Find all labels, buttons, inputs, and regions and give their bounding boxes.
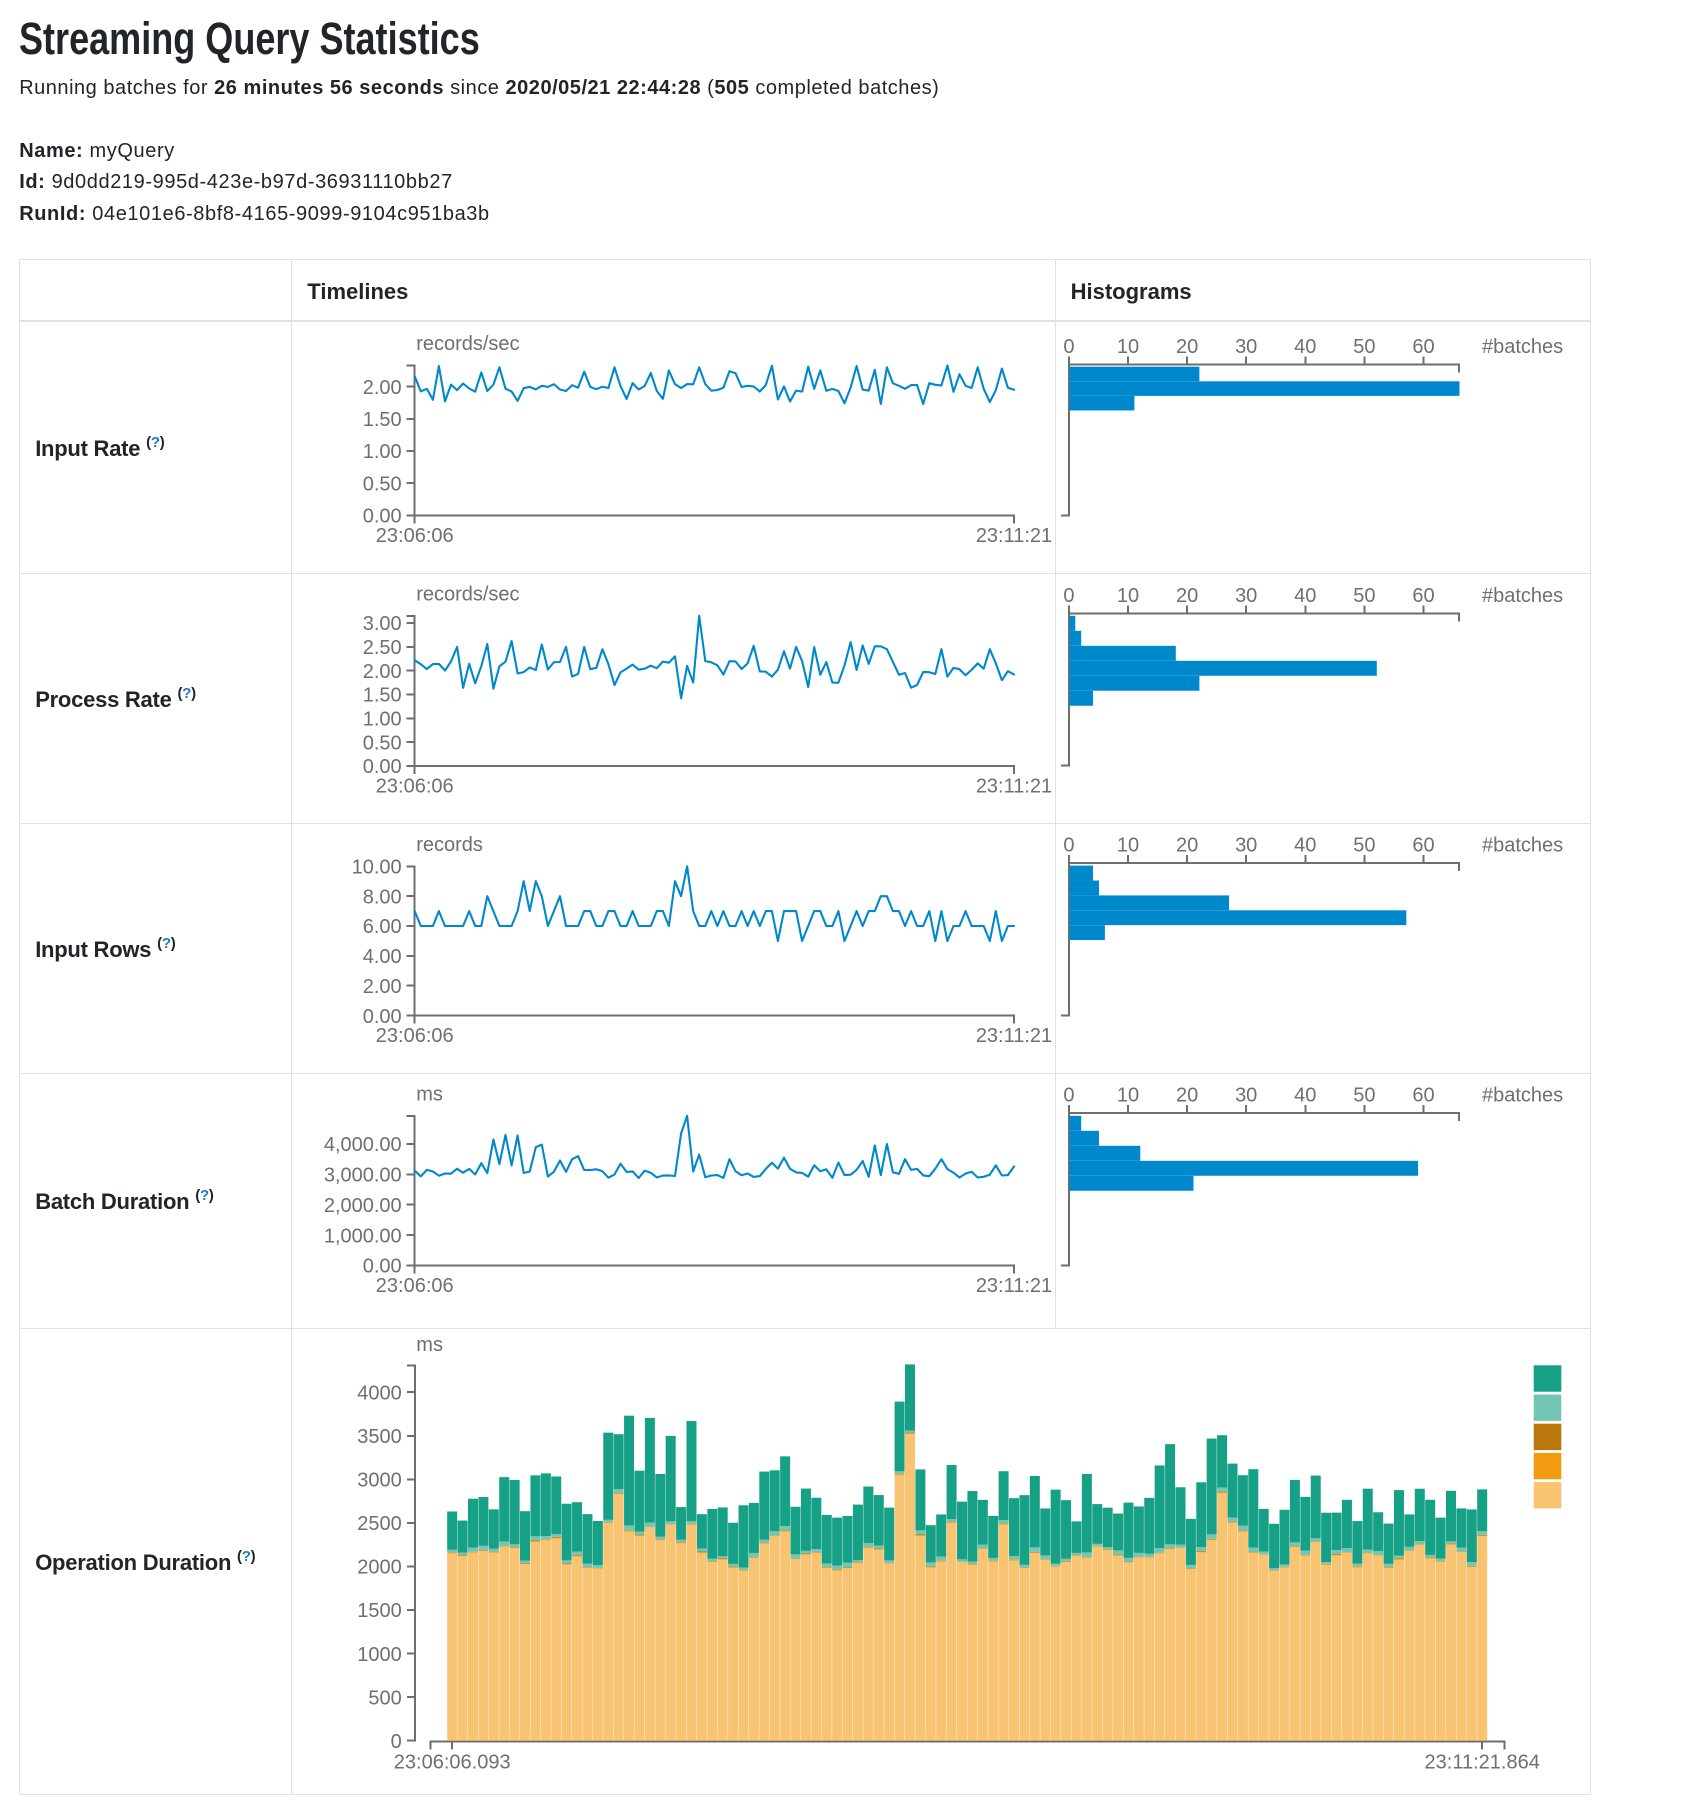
svg-text:50: 50 — [1353, 336, 1375, 358]
svg-text:0.00: 0.00 — [363, 1256, 402, 1278]
svg-text:1500: 1500 — [357, 1600, 402, 1622]
svg-text:30: 30 — [1235, 1085, 1257, 1107]
svg-text:3.00: 3.00 — [363, 613, 402, 635]
svg-text:4000: 4000 — [357, 1382, 402, 1404]
svg-text:23:06:06: 23:06:06 — [376, 1025, 454, 1047]
svg-text:2.00: 2.00 — [363, 661, 402, 683]
svg-text:1000: 1000 — [357, 1644, 402, 1666]
svg-text:50: 50 — [1353, 835, 1375, 857]
svg-text:records: records — [416, 834, 483, 856]
svg-text:10.00: 10.00 — [352, 857, 402, 879]
svg-text:0: 0 — [1063, 585, 1074, 607]
svg-text:40: 40 — [1294, 835, 1316, 857]
svg-text:0.00: 0.00 — [363, 1006, 402, 1028]
svg-text:3000: 3000 — [357, 1470, 402, 1492]
svg-text:0: 0 — [1063, 336, 1074, 358]
svg-text:0.50: 0.50 — [363, 732, 402, 754]
svg-text:records/sec: records/sec — [416, 583, 519, 605]
svg-text:40: 40 — [1294, 336, 1316, 358]
svg-text:1.00: 1.00 — [363, 709, 402, 731]
svg-text:1,000.00: 1,000.00 — [324, 1225, 402, 1247]
svg-text:0.50: 0.50 — [363, 473, 402, 495]
svg-text:0: 0 — [1063, 835, 1074, 857]
svg-text:3500: 3500 — [357, 1426, 402, 1448]
svg-text:2,000.00: 2,000.00 — [324, 1195, 402, 1217]
svg-text:3,000.00: 3,000.00 — [324, 1165, 402, 1187]
svg-text:20: 20 — [1176, 585, 1198, 607]
svg-text:23:11:21: 23:11:21 — [976, 776, 1052, 798]
svg-text:#batches: #batches — [1482, 1085, 1563, 1107]
svg-text:4.00: 4.00 — [363, 946, 402, 968]
svg-text:10: 10 — [1117, 336, 1139, 358]
svg-text:#batches: #batches — [1482, 585, 1563, 607]
svg-text:4,000.00: 4,000.00 — [324, 1134, 402, 1156]
svg-text:records/sec: records/sec — [416, 333, 519, 355]
svg-text:1.00: 1.00 — [363, 441, 402, 463]
svg-text:2.00: 2.00 — [363, 377, 402, 399]
svg-text:6.00: 6.00 — [363, 916, 402, 938]
svg-text:30: 30 — [1235, 585, 1257, 607]
svg-text:1.50: 1.50 — [363, 685, 402, 707]
svg-text:500: 500 — [368, 1687, 401, 1709]
svg-text:10: 10 — [1117, 835, 1139, 857]
svg-text:23:11:21: 23:11:21 — [976, 525, 1052, 547]
svg-text:2.50: 2.50 — [363, 637, 402, 659]
svg-text:60: 60 — [1412, 1085, 1434, 1107]
svg-text:23:11:21: 23:11:21 — [976, 1275, 1052, 1297]
svg-text:23:06:06: 23:06:06 — [376, 776, 454, 798]
svg-text:23:06:06: 23:06:06 — [376, 525, 454, 547]
svg-text:#batches: #batches — [1482, 835, 1563, 857]
svg-text:23:11:21: 23:11:21 — [976, 1025, 1052, 1047]
svg-text:20: 20 — [1176, 1085, 1198, 1107]
svg-text:20: 20 — [1176, 835, 1198, 857]
svg-text:60: 60 — [1412, 585, 1434, 607]
svg-text:50: 50 — [1353, 585, 1375, 607]
svg-text:10: 10 — [1117, 585, 1139, 607]
svg-text:40: 40 — [1294, 585, 1316, 607]
svg-text:10: 10 — [1117, 1085, 1139, 1107]
svg-text:23:11:21.864: 23:11:21.864 — [1425, 1751, 1540, 1773]
svg-text:2500: 2500 — [357, 1513, 402, 1535]
svg-text:ms: ms — [416, 1334, 443, 1356]
svg-text:20: 20 — [1176, 336, 1198, 358]
svg-text:23:06:06: 23:06:06 — [376, 1275, 454, 1297]
svg-text:60: 60 — [1412, 336, 1434, 358]
svg-text:8.00: 8.00 — [363, 886, 402, 908]
svg-text:2.00: 2.00 — [363, 976, 402, 998]
svg-text:1.50: 1.50 — [363, 409, 402, 431]
svg-text:0: 0 — [1063, 1085, 1074, 1107]
svg-text:0: 0 — [391, 1731, 402, 1753]
svg-text:0.00: 0.00 — [363, 506, 402, 528]
svg-text:ms: ms — [416, 1083, 443, 1105]
svg-text:40: 40 — [1294, 1085, 1316, 1107]
svg-text:0.00: 0.00 — [363, 756, 402, 778]
svg-text:23:06:06.093: 23:06:06.093 — [394, 1751, 511, 1773]
svg-text:30: 30 — [1235, 336, 1257, 358]
svg-text:2000: 2000 — [357, 1557, 402, 1579]
svg-text:#batches: #batches — [1482, 336, 1563, 358]
svg-text:60: 60 — [1412, 835, 1434, 857]
svg-text:30: 30 — [1235, 835, 1257, 857]
svg-text:50: 50 — [1353, 1085, 1375, 1107]
